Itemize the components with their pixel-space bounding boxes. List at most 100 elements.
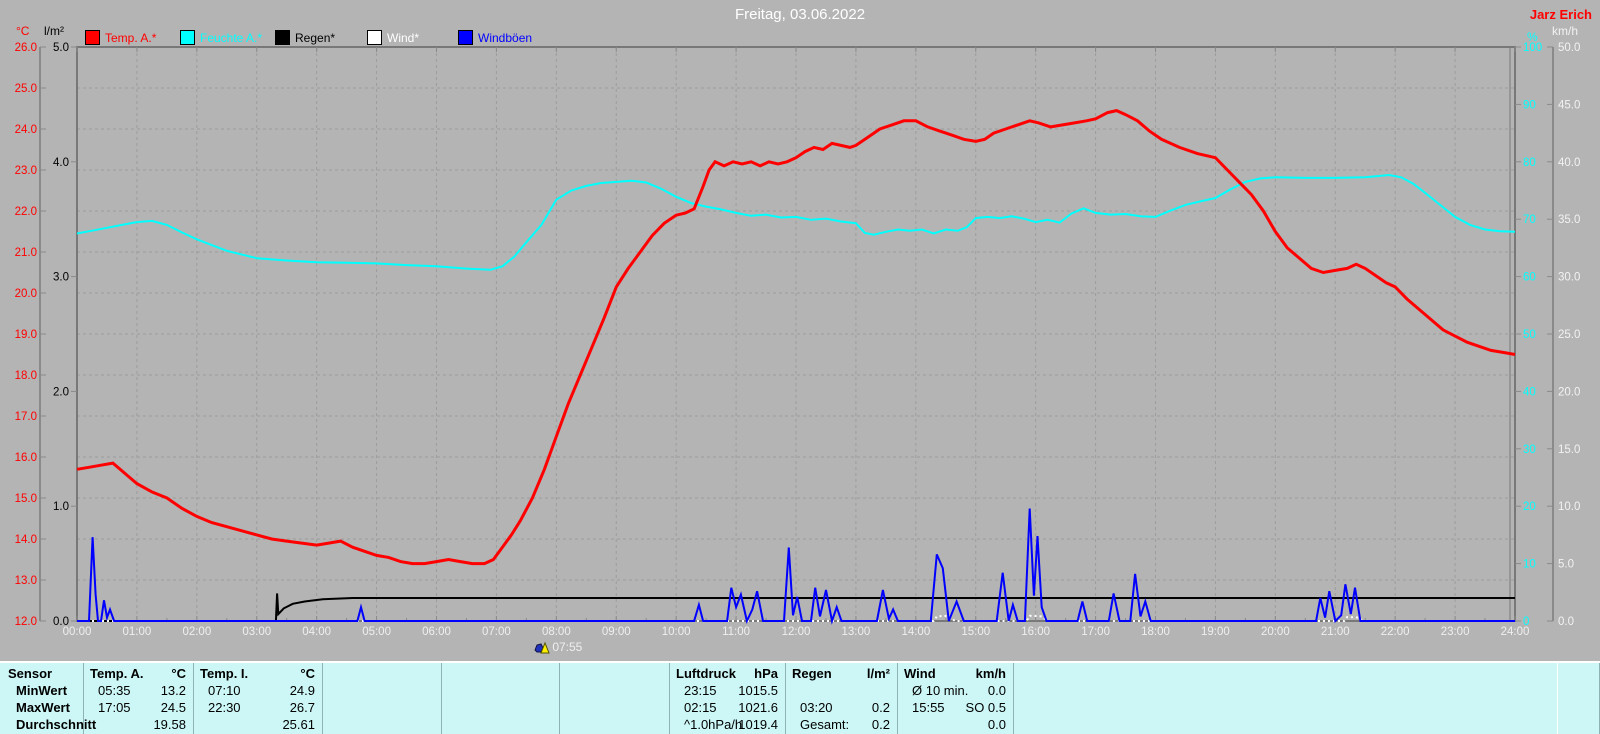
humidity-axis-label: 80 — [1523, 157, 1536, 169]
temp-axis-label: 25.0 — [15, 83, 37, 95]
temp-axis-label: 24.0 — [15, 124, 37, 136]
temp-axis-label: 13.0 — [15, 575, 37, 587]
temp-axis-label: 14.0 — [15, 534, 37, 546]
legend: Temp. A.* Feuchte A.* Regen* Wind* Windböen — [0, 0, 1600, 46]
table-cell: 1015.5 — [738, 683, 778, 698]
table-col-unit: °C — [300, 666, 315, 681]
wind-axis-label: 50.0 — [1558, 42, 1580, 54]
gusts-swatch-icon — [458, 30, 473, 45]
temp-axis-unit: °C — [16, 24, 30, 38]
table-column — [1014, 663, 1558, 734]
legend-item-rain[interactable]: Regen* — [275, 30, 335, 45]
table-cell: ^1.0hPa/h — [684, 717, 743, 732]
temp-axis-label: 26.0 — [15, 42, 37, 54]
table-cell: 26.7 — [289, 700, 315, 715]
wind-axis-label: 25.0 — [1558, 329, 1580, 341]
table-col-unit: hPa — [754, 666, 778, 681]
x-axis-label: 18:00 — [1141, 626, 1170, 638]
table-cell: 17:05 — [98, 700, 131, 715]
table-cell: 07:10 — [208, 683, 241, 698]
table-cell: 0.2 — [871, 700, 890, 715]
table-column — [0, 663, 84, 734]
temp-axis-label: 19.0 — [15, 329, 37, 341]
table-col-unit: km/h — [975, 666, 1006, 681]
x-axis-label: 16:00 — [1021, 626, 1050, 638]
event-marker-time: 07:55 — [552, 640, 583, 654]
sunrise-marker-icon — [534, 641, 551, 654]
table-col-header: Regen — [792, 666, 832, 681]
wind-axis-label: 10.0 — [1558, 501, 1580, 513]
wind-swatch-icon — [367, 30, 382, 45]
x-axis-label: 21:00 — [1321, 626, 1350, 638]
x-axis-label: 09:00 — [602, 626, 631, 638]
table-col-unit: l/m² — [866, 666, 890, 681]
temp-axis-label: 20.0 — [15, 288, 37, 300]
legend-item-humidity[interactable]: Feuchte A.* — [180, 30, 262, 45]
temp-axis-label: 21.0 — [15, 247, 37, 259]
temp-axis-label: 15.0 — [15, 493, 37, 505]
table-cell: SO 0.5 — [965, 700, 1006, 715]
humidity-axis-label: 30 — [1523, 444, 1536, 456]
table-cell: 05:35 — [98, 683, 131, 698]
x-axis-label: 13:00 — [842, 626, 871, 638]
rain-axis-label: 5.0 — [53, 42, 69, 54]
humidity-axis-label: 40 — [1523, 386, 1536, 398]
x-axis-label: 11:00 — [722, 626, 750, 638]
legend-label: Wind* — [387, 30, 420, 45]
table-column — [442, 663, 560, 734]
table-col-header: Temp. A. — [90, 666, 144, 681]
humidity-axis-label: 70 — [1523, 214, 1536, 226]
x-axis-label: 23:00 — [1441, 626, 1470, 638]
wind-axis-label: 30.0 — [1558, 272, 1580, 284]
legend-item-temp[interactable]: Temp. A.* — [85, 30, 156, 45]
humidity-axis-label: 100 — [1523, 42, 1542, 54]
rain-axis-label: 4.0 — [53, 157, 69, 169]
table-row-label: MaxWert — [16, 700, 70, 715]
temp-swatch-icon — [85, 30, 100, 45]
x-axis-label: 00:00 — [63, 626, 92, 638]
x-axis-label: 17:00 — [1081, 626, 1110, 638]
table-column — [786, 663, 898, 734]
table-cell: 1021.6 — [738, 700, 778, 715]
x-axis-label: 02:00 — [182, 626, 211, 638]
table-cell: 0.0 — [987, 683, 1006, 698]
humidity-swatch-icon — [180, 30, 195, 45]
x-axis-label: 07:00 — [482, 626, 511, 638]
wind-axis-label: 15.0 — [1558, 444, 1580, 456]
legend-label: Regen* — [295, 30, 336, 45]
x-axis-label: 15:00 — [961, 626, 990, 638]
table-cell: Ø 10 min. — [912, 683, 969, 698]
humidity-axis-label: 20 — [1523, 501, 1536, 513]
humidity-axis-label: 10 — [1523, 559, 1536, 571]
table-column — [84, 663, 194, 734]
table-row-label: Sensor — [8, 666, 53, 681]
table-column — [898, 663, 1014, 734]
humidity-axis-label: 0 — [1523, 616, 1529, 628]
table-cell: 03:20 — [800, 700, 833, 715]
wind-axis-label: 0.0 — [1558, 616, 1574, 628]
x-axis-label: 06:00 — [422, 626, 451, 638]
table-col-header: Luftdruck — [676, 666, 736, 681]
table-row-label: Durchschnitt — [16, 717, 97, 732]
wind-axis-label: 20.0 — [1558, 386, 1580, 398]
table-column — [194, 663, 323, 734]
rain-swatch-icon — [275, 30, 290, 45]
legend-label: Windböen — [478, 30, 533, 45]
wind-axis-label: 40.0 — [1558, 157, 1580, 169]
legend-item-gusts[interactable]: Windböen — [458, 30, 532, 45]
wind-axis-label: 35.0 — [1558, 214, 1580, 226]
x-axis-label: 08:00 — [542, 626, 571, 638]
wind-axis-label: 5.0 — [1558, 559, 1574, 571]
legend-item-wind[interactable]: Wind* — [367, 30, 419, 45]
table-cell: 19.58 — [153, 717, 186, 732]
x-axis-label: 22:00 — [1381, 626, 1410, 638]
table-col-unit: °C — [171, 666, 186, 681]
table-column — [1558, 663, 1600, 734]
temp-axis-label: 23.0 — [15, 165, 37, 177]
temp-axis-label: 12.0 — [15, 616, 37, 628]
humidity-axis-label: 90 — [1523, 99, 1536, 111]
table-cell: 1019.4 — [738, 717, 778, 732]
x-axis-label: 03:00 — [242, 626, 271, 638]
rain-axis-label: 0.0 — [53, 616, 69, 628]
series-line-wind — [77, 614, 1515, 622]
